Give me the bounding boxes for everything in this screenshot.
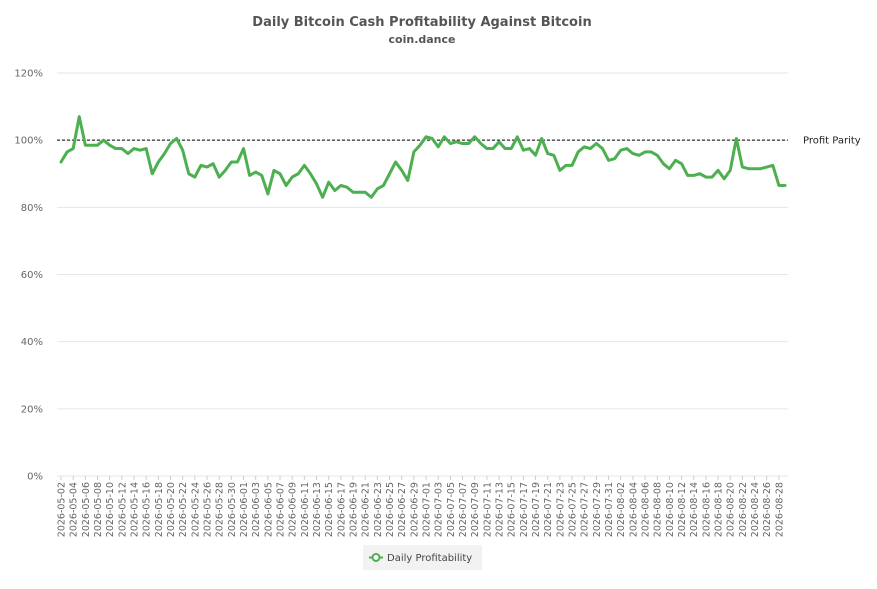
- x-tick-label: 2026-05-12: [117, 482, 128, 537]
- x-tick-label: 2026-06-01: [239, 482, 250, 537]
- x-tick-label: 2026-05-28: [215, 482, 226, 537]
- x-axis-ticks: 2026-05-02 2026-05-04 2026-05-06 2026-05-08…: [57, 476, 785, 537]
- x-tick-label: 2026-05-14: [130, 482, 141, 537]
- legend-series-label: Daily Profitability: [387, 553, 472, 564]
- x-tick-label: 2026-05-18: [154, 482, 165, 537]
- x-tick-label: 2026-07-29: [592, 482, 603, 537]
- x-tick-label: 2026-08-08: [653, 482, 664, 537]
- x-tick-label: 2026-08-16: [701, 482, 712, 537]
- x-tick-label: 2026-07-17: [519, 482, 530, 537]
- legend-series-marker-icon: [371, 553, 381, 562]
- x-tick-label: 2026-05-26: [203, 482, 214, 537]
- x-tick-label: 2026-08-24: [750, 482, 761, 537]
- x-tick-label: 2026-05-30: [227, 482, 238, 537]
- x-tick-label: 2026-07-21: [543, 482, 554, 537]
- y-tick-label: 100%: [14, 136, 43, 147]
- x-tick-label: 2026-06-23: [373, 482, 384, 537]
- x-tick-label: 2026-08-12: [677, 482, 688, 537]
- x-tick-label: 2026-07-05: [446, 482, 457, 537]
- x-tick-label: 2026-07-13: [495, 482, 506, 537]
- x-tick-label: 2026-06-11: [300, 482, 311, 537]
- x-tick-label: 2026-08-26: [762, 482, 773, 537]
- x-tick-label: 2026-06-15: [324, 482, 335, 537]
- x-tick-label: 2026-08-14: [689, 482, 700, 537]
- y-tick-label: 40%: [21, 337, 43, 348]
- x-tick-label: 2026-08-10: [665, 482, 676, 537]
- x-tick-label: 2026-06-17: [336, 482, 347, 537]
- x-tick-label: 2026-05-06: [81, 482, 92, 537]
- x-tick-label: 2026-08-22: [738, 482, 749, 537]
- y-tick-label: 60%: [21, 270, 43, 281]
- y-tick-label: 20%: [21, 404, 43, 415]
- x-tick-label: 2026-07-23: [555, 482, 566, 537]
- y-tick-label: 120%: [14, 69, 43, 80]
- x-tick-label: 2026-07-25: [568, 482, 579, 537]
- grid-lines: [57, 72, 788, 477]
- x-tick-label: 2026-06-27: [397, 482, 408, 537]
- x-tick-label: 2026-07-09: [470, 482, 481, 537]
- x-tick-label: 2026-07-01: [422, 482, 433, 537]
- x-tick-label: 2026-06-03: [251, 482, 262, 537]
- x-tick-label: 2026-06-09: [288, 482, 299, 537]
- x-tick-label: 2026-06-29: [409, 482, 420, 537]
- x-tick-label: 2026-07-03: [434, 482, 445, 537]
- y-tick-label: 0%: [27, 472, 43, 483]
- x-tick-label: 2026-06-25: [385, 482, 396, 537]
- x-tick-label: 2026-05-16: [142, 482, 153, 537]
- x-tick-label: 2026-06-13: [312, 482, 323, 537]
- x-tick-label: 2026-05-24: [190, 482, 201, 537]
- x-tick-label: 2026-08-18: [714, 482, 725, 537]
- x-tick-label: 2026-05-02: [57, 482, 68, 537]
- profit-parity-label: Profit Parity: [803, 136, 861, 147]
- y-tick-label: 80%: [21, 203, 43, 214]
- x-tick-label: 2026-08-28: [774, 482, 785, 537]
- x-tick-label: 2026-05-22: [178, 482, 189, 537]
- x-tick-label: 2026-07-15: [507, 482, 518, 537]
- x-tick-label: 2026-05-20: [166, 482, 177, 537]
- x-tick-label: 2026-07-27: [580, 482, 591, 537]
- x-tick-label: 2026-07-19: [531, 482, 542, 537]
- chart-legend[interactable]: Daily Profitability: [363, 545, 482, 570]
- x-tick-label: 2026-05-08: [93, 482, 104, 537]
- x-tick-label: 2026-07-11: [482, 482, 493, 537]
- x-tick-label: 2026-08-04: [628, 482, 639, 537]
- x-tick-label: 2026-07-31: [604, 482, 615, 537]
- x-tick-label: 2026-07-07: [458, 482, 469, 537]
- x-tick-label: 2026-05-04: [69, 482, 80, 537]
- chart-subtitle: coin.dance: [389, 33, 456, 46]
- chart-title: Daily Bitcoin Cash Profitability Against…: [252, 15, 591, 30]
- x-tick-label: 2026-08-06: [641, 482, 652, 537]
- daily-profitability-series-line: [59, 115, 787, 199]
- x-tick-label: 2026-08-02: [616, 482, 627, 537]
- x-tick-label: 2026-06-07: [276, 482, 287, 537]
- x-tick-label: 2026-05-10: [105, 482, 116, 537]
- x-tick-label: 2026-06-05: [263, 482, 274, 537]
- x-tick-label: 2026-08-20: [726, 482, 737, 537]
- x-tick-label: 2026-06-19: [349, 482, 360, 537]
- x-tick-label: 2026-06-21: [361, 482, 372, 537]
- y-axis-ticks: 0% 20% 40% 60% 80% 100% 120%: [14, 69, 43, 483]
